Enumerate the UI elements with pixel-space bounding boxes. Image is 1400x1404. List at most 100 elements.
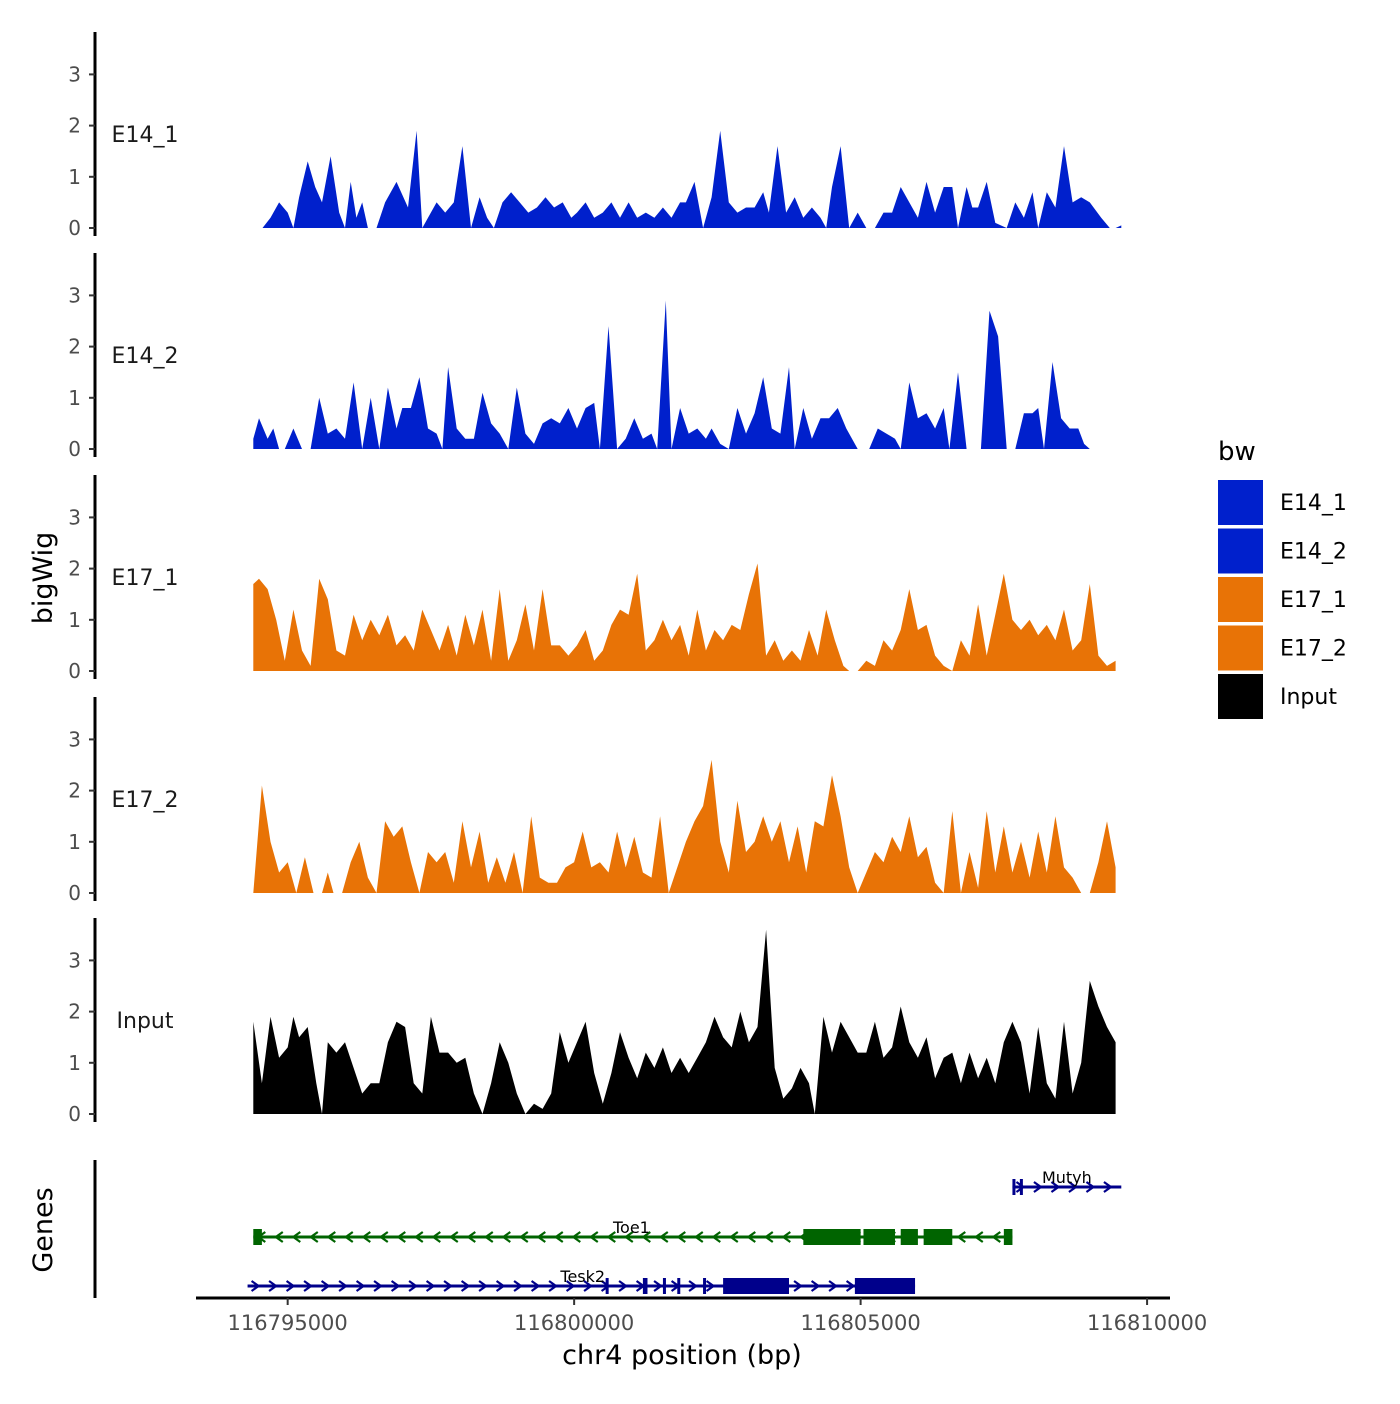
strand-arrow [425,1280,436,1292]
track-E14_2: 0 1 2 3 E14_2 [68,253,1122,461]
strand-arrow [268,1280,278,1292]
gene-exon [803,1229,861,1245]
legend-title: bw [1218,437,1256,467]
y-tick-label: 0 [68,1102,81,1126]
genes-axis-title: Genes [28,1187,59,1272]
gene-exon [677,1278,681,1294]
gene-label: Toe1 [612,1218,650,1237]
y-tick-label: 2 [68,335,81,359]
gene-label: Tesk2 [559,1267,605,1286]
strand-arrow [588,1231,599,1243]
y-tick-label: 3 [68,727,81,751]
y-tick-label: 3 [68,283,81,307]
x-tick-label: 116800000 [514,1311,634,1335]
signal-area [253,759,1116,893]
strand-arrow [548,1280,558,1292]
strand-arrow [518,1231,529,1243]
strand-arrow [763,1231,774,1243]
gene-Mutyh: Mutyh [1012,1168,1122,1195]
gene-exon [923,1229,953,1245]
strand-arrow [448,1231,459,1243]
y-tick-label: 1 [68,165,81,189]
y-tick-label: 3 [68,948,81,972]
strand-arrow [793,1280,803,1292]
signal-area [253,929,1116,1114]
strand-arrow [676,1231,686,1243]
gene-exon [703,1278,707,1294]
legend: bw E14_1 E14_2 E17_1 E17_2 Input [1218,437,1347,719]
x-tick-label: 116810000 [1087,1311,1207,1335]
track-E17_1: 0 1 2 3 E17_1 [68,475,1116,683]
strand-arrow [390,1280,401,1292]
strand-arrow [571,1231,581,1243]
strand-arrow [991,1231,1001,1243]
strand-arrow [1103,1181,1113,1193]
tracks-layer: 0 1 2 3 E14_1 0 1 2 3 E14_2 0 1 2 3 E17_1 0 1 2 3 E17_2 0 1 2 3… [68,32,1122,1126]
strand-arrow [693,1231,704,1243]
strand-arrow [513,1280,523,1292]
strand-arrow [583,1280,593,1292]
legend-label: E14_1 [1280,491,1347,516]
gene-exon [662,1278,666,1294]
strand-arrow [483,1231,494,1243]
y-tick-label: 2 [68,114,81,138]
strand-arrow [466,1231,476,1243]
strand-arrow [1033,1181,1043,1193]
legend-swatch [1218,480,1263,525]
gene-exon [1019,1179,1023,1195]
strand-arrow [658,1231,669,1243]
gene-exon [605,1278,609,1294]
strand-arrow [495,1280,506,1292]
gene-exon [1012,1179,1016,1195]
y-tick-label: 0 [68,881,81,905]
strand-arrow [1085,1181,1096,1193]
track-E14_1: 0 1 2 3 E14_1 [68,32,1122,240]
strand-arrow [810,1280,821,1292]
track-label: E17_2 [112,788,179,813]
gene-exon [642,1278,648,1294]
y-tick-label: 1 [68,1051,81,1075]
signal-area [253,300,1122,449]
legend-label: E17_1 [1280,588,1347,613]
strand-arrow [688,1280,698,1292]
signal-area [253,563,1116,671]
strand-arrow [326,1231,336,1243]
strand-arrow [623,1231,634,1243]
gene-exon [253,1229,262,1245]
strand-arrow [308,1231,319,1243]
track-Input: 0 1 2 3 Input [68,918,1116,1126]
strand-arrow [338,1280,348,1292]
strand-arrow [460,1280,471,1292]
strand-arrow [565,1280,576,1292]
strand-arrow [396,1231,406,1243]
x-tick-label: 116805000 [800,1311,920,1335]
strand-arrow [705,1280,716,1292]
strand-arrow [250,1280,261,1292]
strand-arrow [413,1231,424,1243]
strand-arrow [291,1231,301,1243]
strand-arrow [530,1280,541,1292]
y-tick-label: 2 [68,779,81,803]
gene-exon [863,1229,895,1245]
strand-arrow [320,1280,331,1292]
y-tick-label: 1 [68,830,81,854]
y-tick-label: 0 [68,216,81,240]
strand-arrow [781,1231,791,1243]
y-tick-label: 1 [68,386,81,410]
strand-arrow [303,1280,313,1292]
legend-label: E17_2 [1280,637,1347,662]
y-tick-label: 2 [68,1000,81,1024]
strand-arrow [618,1280,628,1292]
y-tick-label: 0 [68,659,81,683]
legend-label: E14_2 [1280,540,1347,565]
strand-arrow [285,1280,296,1292]
strand-arrow [553,1231,564,1243]
strand-arrow [355,1280,366,1292]
legend-swatch [1218,528,1263,574]
legend-swatch [1218,625,1263,671]
strand-arrow [653,1280,663,1292]
y-tick-label: 1 [68,608,81,632]
y-tick-label: 2 [68,557,81,581]
